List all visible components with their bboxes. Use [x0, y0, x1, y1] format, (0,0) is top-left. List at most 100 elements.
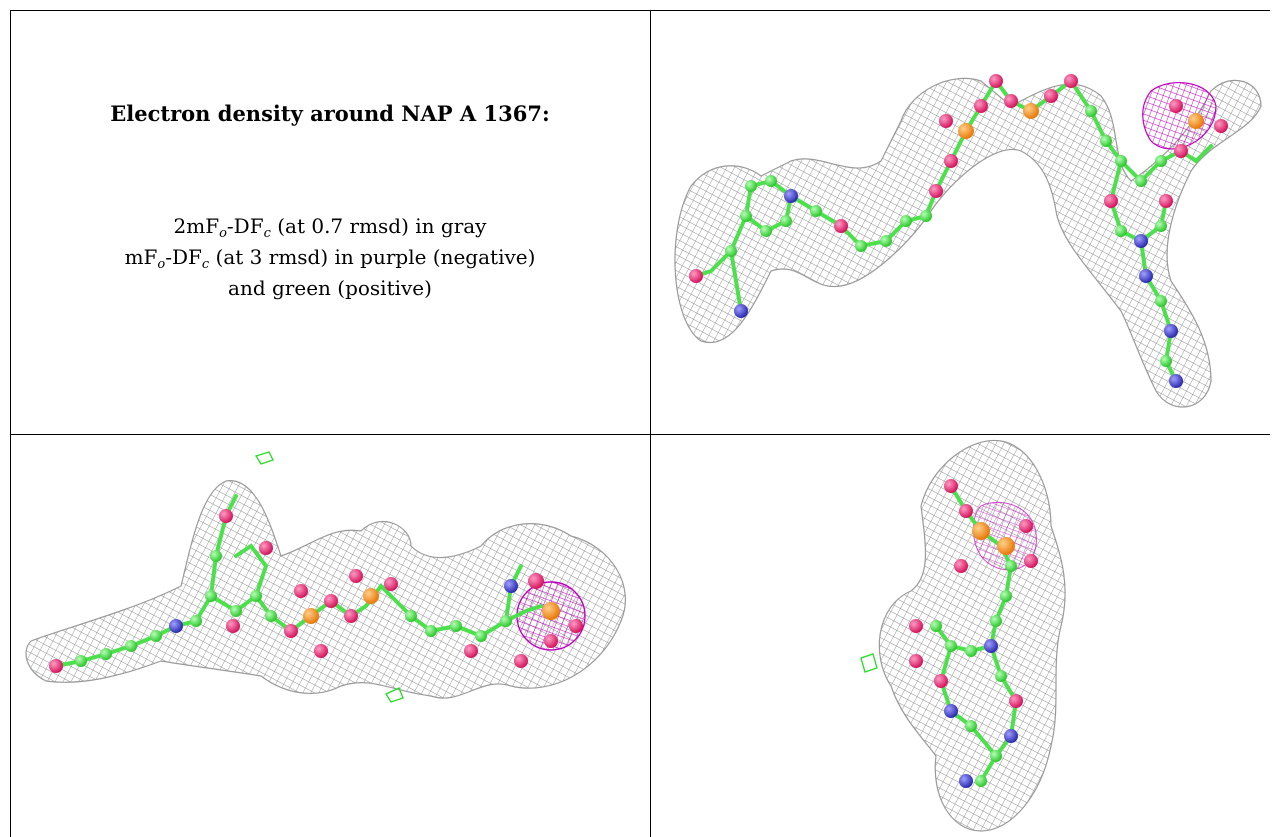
atom-o: [384, 577, 398, 591]
atom-o: [929, 184, 943, 198]
atom-c: [405, 610, 417, 622]
atom-c: [810, 205, 822, 217]
atom-c: [100, 648, 112, 660]
atom-p: [958, 123, 974, 139]
atom-c: [855, 240, 867, 252]
atom-c: [1160, 355, 1172, 367]
atom-c: [725, 245, 737, 257]
atom-o: [834, 219, 848, 233]
legend-line-positive: and green (positive): [228, 276, 432, 300]
table-top-border: [10, 10, 1270, 11]
atom-o: [1214, 119, 1228, 133]
atom-o: [1024, 554, 1038, 568]
atom-n: [169, 619, 183, 633]
atom-c: [1100, 135, 1112, 147]
positive-density-green: [385, 687, 404, 703]
atom-c: [265, 610, 277, 622]
caption-cell: Electron density around NAP A 1367: 2mFo…: [11, 11, 649, 433]
atoms: [49, 509, 583, 673]
atom-c: [450, 620, 462, 632]
molecule-render-2: [25, 451, 626, 703]
atom-c: [975, 775, 987, 787]
atom-c: [425, 625, 437, 637]
atom-o: [464, 644, 478, 658]
atom-c: [965, 720, 977, 732]
legend-df-text: -DF: [226, 214, 264, 238]
atom-c: [780, 215, 792, 227]
atom-o: [514, 654, 528, 668]
atom-o: [314, 644, 328, 658]
atom-c: [965, 645, 977, 657]
atom-c: [250, 590, 262, 602]
atom-o: [944, 479, 958, 493]
atom-c: [190, 615, 202, 627]
atom-o: [294, 584, 308, 598]
density-view-bottom-right: [651, 436, 1269, 837]
atom-c: [210, 550, 222, 562]
legend-line-fo-fc: mFo-DFc (at 3 rmsd) in purple (negative): [11, 242, 649, 273]
density-mesh: [878, 439, 1066, 832]
density-view-bottom-left: [11, 436, 649, 837]
legend-df-text-2: -DF: [165, 245, 202, 269]
atom-p: [363, 588, 379, 604]
legend-sub-c-2: c: [201, 257, 210, 272]
legend-sub-c: c: [263, 226, 271, 241]
atom-p: [303, 608, 319, 624]
atom-c: [990, 615, 1002, 627]
legend-gray-text: (at 0.7 rmsd) in gray: [270, 214, 487, 238]
atom-c: [880, 235, 892, 247]
table-center-border: [650, 10, 651, 837]
atom-c: [75, 655, 87, 667]
atom-c: [1155, 220, 1167, 232]
atom-o: [909, 654, 923, 668]
density-view-top: [651, 11, 1269, 433]
atoms: [689, 74, 1228, 388]
atom-c: [1085, 105, 1097, 117]
legend-2mf-text: 2mF: [173, 214, 220, 238]
atom-n: [984, 639, 998, 653]
atom-c: [1135, 175, 1147, 187]
atom-c: [930, 620, 942, 632]
molecule-render-3: [860, 439, 1066, 832]
atom-c: [765, 175, 777, 187]
atom-c: [1005, 560, 1017, 572]
atom-n: [1169, 374, 1183, 388]
atom-c: [1115, 225, 1127, 237]
figure-title: Electron density around NAP A 1367:: [110, 101, 550, 126]
atom-o: [569, 619, 583, 633]
atom-n: [504, 579, 518, 593]
atom-o: [1044, 89, 1058, 103]
atom-c: [230, 605, 242, 617]
atom-n: [944, 704, 958, 718]
atom-n: [784, 189, 798, 203]
atom-c: [740, 210, 752, 222]
atom-o: [324, 594, 338, 608]
atom-n: [959, 774, 973, 788]
atom-o: [944, 154, 958, 168]
density-mesh: [25, 480, 626, 699]
molecule-render-1: [674, 74, 1262, 408]
atom-n: [1139, 269, 1153, 283]
atom-o: [344, 609, 358, 623]
atom-o: [959, 504, 973, 518]
legend-sub-o: o: [219, 226, 227, 241]
atoms: [909, 479, 1038, 788]
map-legend: 2mFo-DFc (at 0.7 rmsd) in gray mFo-DFc (…: [11, 211, 649, 304]
atom-p: [997, 537, 1015, 555]
atom-c: [1000, 590, 1012, 602]
atom-o: [1104, 194, 1118, 208]
atom-n: [1134, 234, 1148, 248]
atom-o: [1004, 94, 1018, 108]
atom-o: [259, 541, 273, 555]
atom-o: [989, 74, 1003, 88]
atom-c: [990, 750, 1002, 762]
atom-o: [349, 569, 363, 583]
atom-c: [500, 615, 512, 627]
atom-c: [1115, 155, 1127, 167]
atom-c: [745, 180, 757, 192]
atom-c: [760, 225, 772, 237]
legend-mf-text: mF: [124, 245, 158, 269]
atom-o: [528, 573, 544, 589]
atom-o: [909, 619, 923, 633]
atom-c: [995, 670, 1007, 682]
